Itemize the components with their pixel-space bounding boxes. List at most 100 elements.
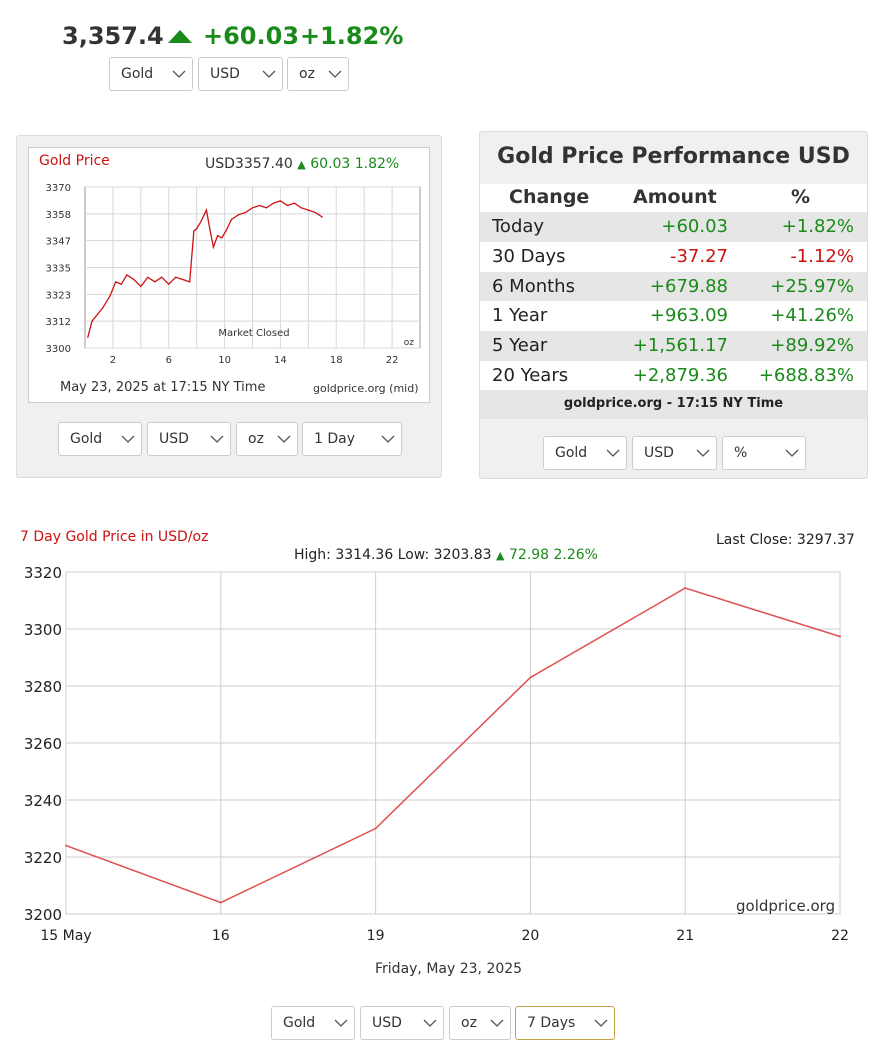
x-tick-label: 16 <box>212 928 230 944</box>
x-tick-label: 22 <box>386 355 399 366</box>
performance-title: Gold Price Performance USD <box>497 144 850 169</box>
y-tick-label: 3335 <box>46 264 71 275</box>
row-amount: +679.88 <box>649 275 728 297</box>
row-amount: +1,561.17 <box>632 335 728 357</box>
chevron-down-icon <box>785 449 799 457</box>
data-point <box>219 901 222 904</box>
x-tick-label: 18 <box>330 355 343 366</box>
data-point <box>293 202 295 204</box>
data-point <box>168 283 170 285</box>
price-series-line <box>65 587 841 904</box>
data-point <box>217 234 219 237</box>
small-chart-price-line: USD3357.40 ▲ 60.03 1.82% <box>205 156 399 172</box>
row-period: 5 Year <box>492 335 548 357</box>
data-point <box>265 207 268 209</box>
ticker-unit-select[interactable]: oz <box>287 57 349 91</box>
data-point <box>684 587 687 590</box>
data-point <box>182 278 184 281</box>
up-triangle-icon <box>168 30 192 43</box>
y-tick-label: 3300 <box>24 621 62 639</box>
header-change: Change <box>509 186 590 208</box>
up-triangle-icon: ▲ <box>496 549 505 562</box>
data-point <box>529 676 532 679</box>
y-tick-label: 3220 <box>24 849 62 867</box>
data-point <box>102 306 104 308</box>
data-point <box>133 278 135 281</box>
big-chart-date-label: Friday, May 23, 2025 <box>375 961 523 977</box>
chevron-down-icon <box>172 70 186 78</box>
performance-unit-select[interactable]: % <box>722 436 806 470</box>
row-percent: +25.97% <box>770 275 854 297</box>
small-chart-title: Gold Price <box>39 153 110 169</box>
x-tick-label: 14 <box>274 355 287 366</box>
big-chart-title: 7 Day Gold Price in USD/oz <box>20 529 209 545</box>
ticker-currency-select[interactable]: USD <box>198 57 283 91</box>
data-point <box>279 200 282 202</box>
small-chart-currency-select[interactable]: USD <box>147 422 231 456</box>
data-point <box>87 336 89 338</box>
chevron-down-icon <box>210 435 224 443</box>
chevron-down-icon <box>328 70 342 78</box>
data-point <box>314 211 316 214</box>
data-point <box>161 276 163 278</box>
data-point <box>225 230 227 232</box>
data-point <box>154 281 156 283</box>
big-chart-unit-select[interactable]: oz <box>449 1006 511 1040</box>
small-chart-range-select[interactable]: 1 Day <box>302 422 402 456</box>
data-point <box>200 221 202 223</box>
big-chart-last-close: Last Close: 3297.37 <box>716 532 855 548</box>
y-tick-label: 3370 <box>46 183 71 194</box>
x-tick-label: 2 <box>110 355 116 366</box>
market-status-label: Market Closed <box>218 328 289 339</box>
data-point <box>374 827 377 830</box>
small-chart-metal-select[interactable]: Gold <box>58 422 142 456</box>
row-amount: -37.27 <box>669 245 728 267</box>
data-point <box>258 204 261 207</box>
data-point <box>221 237 223 239</box>
chevron-down-icon <box>696 449 710 457</box>
big-chart-metal-select[interactable]: Gold <box>271 1006 355 1040</box>
x-tick-label: 22 <box>831 928 849 944</box>
ticker-change: +60.03 <box>203 22 300 50</box>
chevron-down-icon <box>594 1019 608 1027</box>
chevron-down-icon <box>423 1019 437 1027</box>
data-point <box>126 274 128 276</box>
y-tick-label: 3347 <box>46 237 71 248</box>
data-point <box>193 230 195 232</box>
data-point <box>286 204 288 207</box>
row-percent: -1.12% <box>790 245 854 267</box>
y-tick-label: 3323 <box>46 290 71 301</box>
small-chart-unit-select[interactable]: oz <box>236 422 298 456</box>
ticker-change-pct: +1.82% <box>300 22 404 50</box>
row-period: 6 Months <box>492 275 575 297</box>
x-tick-label: 15 May <box>40 928 91 944</box>
price-series-line <box>87 200 323 338</box>
ticker-metal-select[interactable]: Gold <box>109 57 193 91</box>
row-percent: +688.83% <box>758 365 854 386</box>
chevron-down-icon <box>490 1019 504 1027</box>
y-tick-label: 3320 <box>24 564 62 582</box>
y-tick-label: 3260 <box>24 735 62 753</box>
y-tick-label: 3300 <box>46 344 71 355</box>
performance-row: Today +60.03 +1.82% <box>480 212 867 242</box>
performance-metal-select[interactable]: Gold <box>543 436 627 470</box>
big-chart-currency-select[interactable]: USD <box>360 1006 444 1040</box>
data-point <box>65 844 67 847</box>
y-tick-label: 3280 <box>24 678 62 696</box>
big-chart-change: 72.98 <box>508 547 550 563</box>
big-chart-watermark: goldprice.org <box>736 897 836 915</box>
data-point <box>120 283 122 285</box>
small-chart-timestamp: May 23, 2025 at 17:15 NY Time <box>60 380 266 395</box>
data-point <box>109 295 111 297</box>
data-point <box>205 209 208 211</box>
row-period: Today <box>492 216 545 237</box>
chevron-down-icon <box>334 1019 348 1027</box>
small-chart-price: USD3357.40 <box>205 156 293 172</box>
chevron-down-icon <box>381 435 395 443</box>
data-point <box>210 232 212 234</box>
big-chart-range-select[interactable]: 7 Days <box>515 1006 615 1040</box>
chevron-down-icon <box>262 70 276 78</box>
performance-currency-select[interactable]: USD <box>632 436 717 470</box>
performance-row: 5 Year +1,561.17 +89.92% <box>480 331 867 362</box>
data-point <box>91 320 93 322</box>
